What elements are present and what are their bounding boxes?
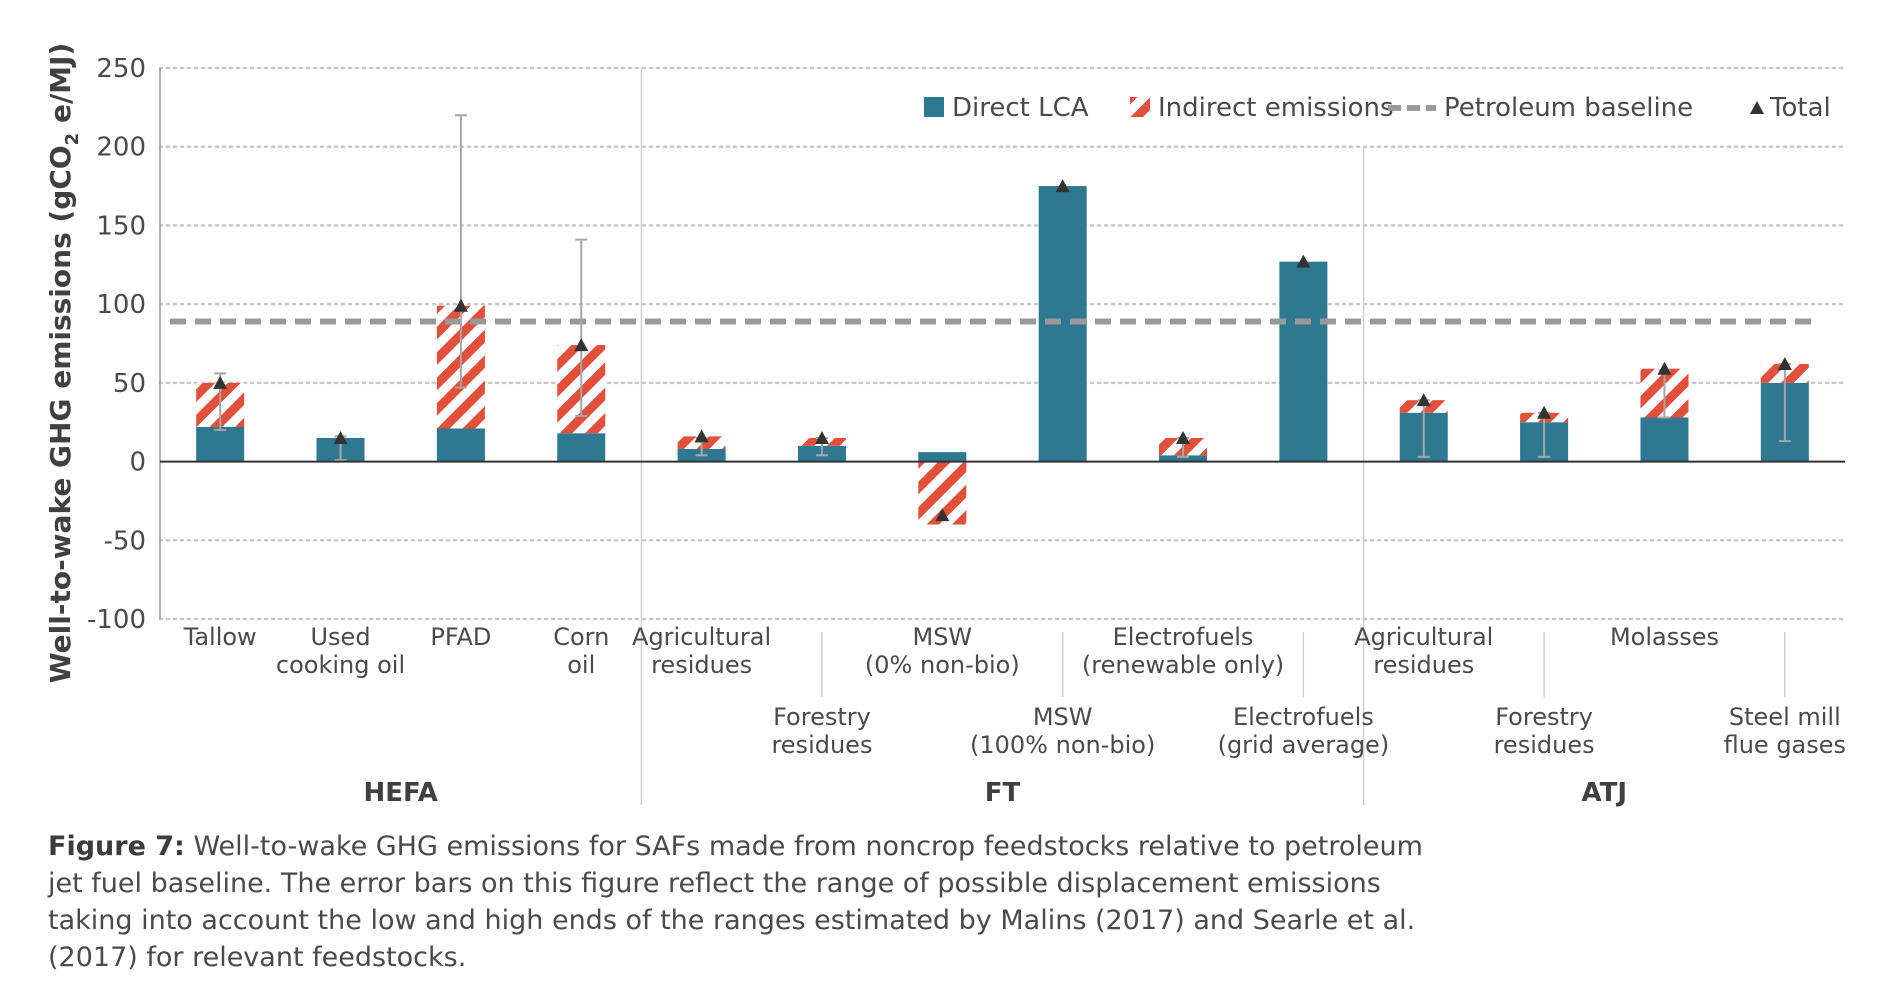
bar-direct-lca <box>196 426 245 462</box>
bar-direct-lca <box>1159 455 1208 462</box>
category-label: Agricultural <box>1354 623 1493 651</box>
caption-label: Figure 7: <box>48 831 185 862</box>
legend-swatch-total <box>1750 101 1764 114</box>
category-label: Corn <box>553 623 609 651</box>
total-marker <box>1296 254 1311 268</box>
group-label: HEFA <box>364 778 438 808</box>
y-axis-label-main: Well-to-wake GHG emissions (gCO <box>44 145 77 683</box>
y-axis-label: Well-to-wake GHG emissions (gCO2 e/MJ) <box>44 43 83 684</box>
category-label: (100% non-bio) <box>970 731 1155 759</box>
category-label: Forestry <box>1495 703 1593 731</box>
category-label: Electrofuels <box>1233 703 1374 731</box>
chart: -100 -50 0 50 100 150 200 250 HEFA FT ATJ Tallow Us… <box>44 43 1847 808</box>
category-label: Electrofuels <box>1113 623 1254 651</box>
category-label: oil <box>567 651 595 679</box>
axes: -100 -50 0 50 100 150 200 250 <box>87 54 1845 635</box>
category-label: Tallow <box>183 623 257 651</box>
total-marker <box>1657 361 1672 375</box>
total-marker <box>213 375 228 389</box>
category-label: residues <box>771 731 872 759</box>
group-label: FT <box>985 778 1021 808</box>
y-tick-label: 250 <box>96 54 146 84</box>
y-tick-label: 0 <box>129 448 146 478</box>
total-marker <box>1537 405 1552 419</box>
group-separators <box>640 68 1365 805</box>
y-tick-label: 50 <box>113 369 146 399</box>
legend-label-direct-lca: Direct LCA <box>952 93 1089 123</box>
total-marker <box>935 508 950 522</box>
bar-direct-lca <box>436 428 485 462</box>
grid <box>158 66 1847 621</box>
legend-swatch-direct-lca <box>924 97 944 117</box>
category-label: (grid average) <box>1218 731 1390 759</box>
category-label: Forestry <box>773 703 871 731</box>
total-marker <box>1176 430 1191 444</box>
y-axis-label-unit: e/MJ) <box>44 43 77 133</box>
total-marker <box>574 338 589 352</box>
legend-swatch-indirect-emissions <box>1130 97 1150 117</box>
category-label: Used <box>310 623 370 651</box>
bar-direct-lca <box>557 433 606 462</box>
figure-caption: Figure 7: Well-to-wake GHG emissions for… <box>48 828 1448 976</box>
category-label: cooking oil <box>276 651 405 679</box>
category-label: Agricultural <box>632 623 771 651</box>
bar-direct-lca <box>1279 261 1328 462</box>
category-label: PFAD <box>430 623 491 651</box>
bars <box>196 186 1809 525</box>
y-tick-label: 150 <box>96 211 146 241</box>
legend: Direct LCA Indirect emissions Petroleum ba… <box>924 93 1831 123</box>
category-label: residues <box>1494 731 1595 759</box>
category-label: residues <box>1373 651 1474 679</box>
total-marker <box>1055 179 1070 193</box>
category-label: (renewable only) <box>1082 651 1284 679</box>
category-label: Steel mill <box>1729 703 1841 731</box>
total-marker <box>694 429 709 443</box>
category-label: flue gases <box>1724 731 1846 759</box>
total-marker <box>814 430 829 444</box>
y-tick-label: -50 <box>104 526 146 556</box>
category-label: Molasses <box>1610 623 1719 651</box>
bar-direct-lca <box>1640 417 1689 462</box>
total-markers <box>213 179 1792 522</box>
bar-direct-lca <box>918 452 967 462</box>
legend-label-indirect-emissions: Indirect emissions <box>1158 93 1394 123</box>
group-label: ATJ <box>1582 778 1628 808</box>
y-tick-label: 200 <box>96 133 146 163</box>
category-label: residues <box>651 651 752 679</box>
category-label: (0% non-bio) <box>865 651 1020 679</box>
category-label: MSW <box>1033 703 1093 731</box>
y-axis-label-subscript: 2 <box>62 133 83 146</box>
total-marker <box>1416 393 1431 407</box>
y-tick-label: -100 <box>87 605 146 635</box>
caption-text: Well-to-wake GHG emissions for SAFs made… <box>48 831 1423 973</box>
total-marker <box>453 298 468 312</box>
legend-label-petroleum-baseline: Petroleum baseline <box>1444 93 1693 123</box>
legend-label-total: Total <box>1769 93 1831 123</box>
category-label: MSW <box>912 623 972 651</box>
total-marker <box>333 430 348 444</box>
y-tick-label: 100 <box>96 290 146 320</box>
total-marker <box>1777 356 1792 370</box>
